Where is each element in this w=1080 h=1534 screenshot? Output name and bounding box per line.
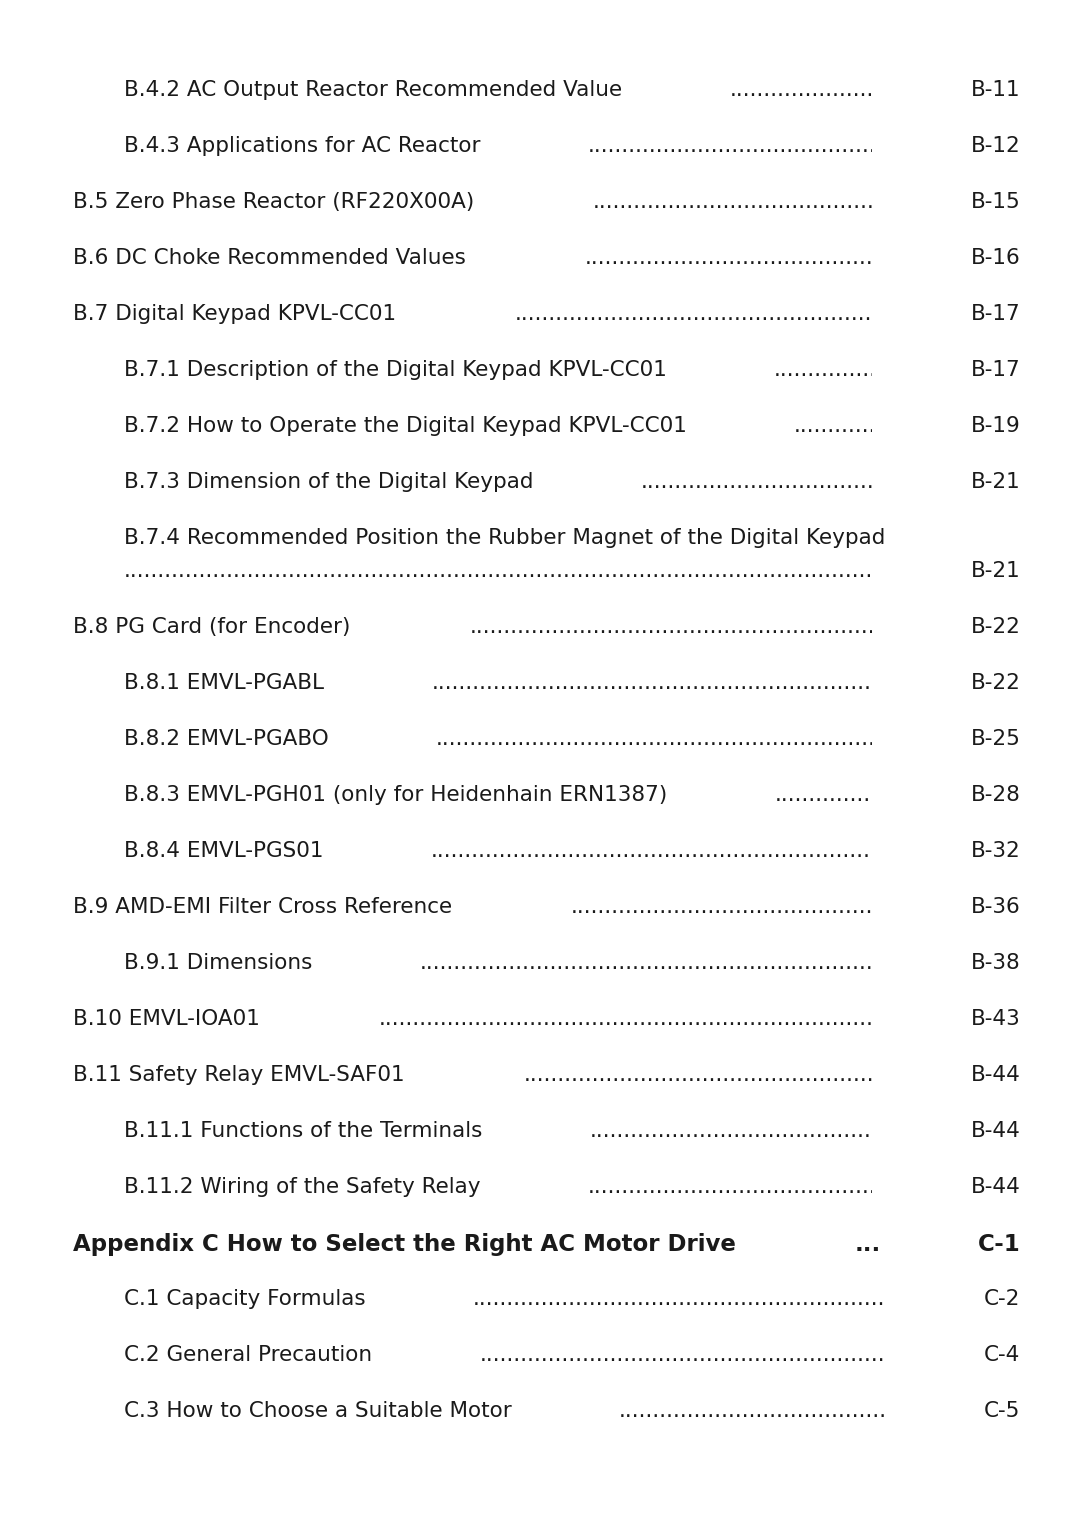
Text: C.1 Capacity Formulas: C.1 Capacity Formulas xyxy=(124,1290,366,1310)
Text: B.7.3 Dimension of the Digital Keypad: B.7.3 Dimension of the Digital Keypad xyxy=(124,472,534,492)
Text: B-38: B-38 xyxy=(971,954,1021,974)
Text: B-32: B-32 xyxy=(971,842,1021,862)
Text: B-21: B-21 xyxy=(971,472,1021,492)
Text: ................................................................................: ........................................… xyxy=(640,472,1080,492)
Text: ................................................................................: ........................................… xyxy=(124,561,1080,581)
Text: ................................................................................: ........................................… xyxy=(431,673,1080,693)
Text: ................................................................................: ........................................… xyxy=(470,618,1080,638)
Text: ................................................................................: ........................................… xyxy=(588,137,1080,156)
Text: B.4.2 AC Output Reactor Recommended Value: B.4.2 AC Output Reactor Recommended Valu… xyxy=(124,80,622,100)
Text: B.4.3 Applications for AC Reactor: B.4.3 Applications for AC Reactor xyxy=(124,137,481,156)
Text: B.7 Digital Keypad KPVL-CC01: B.7 Digital Keypad KPVL-CC01 xyxy=(73,304,396,324)
Text: ................................................................................: ........................................… xyxy=(480,1345,1080,1365)
Text: B-36: B-36 xyxy=(971,897,1021,917)
Text: B-44: B-44 xyxy=(971,1178,1021,1198)
Text: B-15: B-15 xyxy=(971,192,1021,212)
Text: B-19: B-19 xyxy=(971,416,1021,436)
Text: C-5: C-5 xyxy=(984,1402,1021,1422)
Text: B-11: B-11 xyxy=(971,80,1021,100)
Text: B.8 PG Card (for Encoder): B.8 PG Card (for Encoder) xyxy=(73,618,351,638)
Text: ................................................................................: ........................................… xyxy=(794,416,1080,436)
Text: ................................................................................: ........................................… xyxy=(588,1178,1080,1198)
Text: ................................................................................: ........................................… xyxy=(420,954,1080,974)
Text: ................................................................................: ........................................… xyxy=(729,80,1080,100)
Text: ................................................................................: ........................................… xyxy=(619,1402,1080,1422)
Text: B-43: B-43 xyxy=(971,1009,1021,1029)
Text: B-22: B-22 xyxy=(971,618,1021,638)
Text: B.5 Zero Phase Reactor (RF220X00A): B.5 Zero Phase Reactor (RF220X00A) xyxy=(73,192,475,212)
Text: ................................................................................: ........................................… xyxy=(593,192,1080,212)
Text: B.7.1 Description of the Digital Keypad KPVL-CC01: B.7.1 Description of the Digital Keypad … xyxy=(124,360,667,380)
Text: Appendix C How to Select the Right AC Motor Drive: Appendix C How to Select the Right AC Mo… xyxy=(73,1233,737,1256)
Text: ................................................................................: ........................................… xyxy=(379,1009,1080,1029)
Text: ................................................................................: ........................................… xyxy=(515,304,1080,324)
Text: B-44: B-44 xyxy=(971,1066,1021,1086)
Text: B-17: B-17 xyxy=(971,360,1021,380)
Text: B.8.1 EMVL-PGABL: B.8.1 EMVL-PGABL xyxy=(124,673,324,693)
Text: B.11.2 Wiring of the Safety Relay: B.11.2 Wiring of the Safety Relay xyxy=(124,1178,481,1198)
Text: ................................................................................: ........................................… xyxy=(854,1233,1080,1256)
Text: B-12: B-12 xyxy=(971,137,1021,156)
Text: ................................................................................: ........................................… xyxy=(524,1066,1080,1086)
Text: B.10 EMVL-IOA01: B.10 EMVL-IOA01 xyxy=(73,1009,260,1029)
Text: B.8.3 EMVL-PGH01 (only for Heidenhain ERN1387): B.8.3 EMVL-PGH01 (only for Heidenhain ER… xyxy=(124,785,667,805)
Text: B.6 DC Choke Recommended Values: B.6 DC Choke Recommended Values xyxy=(73,247,467,268)
Text: B.8.2 EMVL-PGABO: B.8.2 EMVL-PGABO xyxy=(124,730,329,750)
Text: B-17: B-17 xyxy=(971,304,1021,324)
Text: B-25: B-25 xyxy=(971,730,1021,750)
Text: ................................................................................: ........................................… xyxy=(590,1121,1080,1141)
Text: ................................................................................: ........................................… xyxy=(436,730,1080,750)
Text: ................................................................................: ........................................… xyxy=(584,247,1080,268)
Text: C-4: C-4 xyxy=(984,1345,1021,1365)
Text: ................................................................................: ........................................… xyxy=(774,360,1080,380)
Text: B-28: B-28 xyxy=(971,785,1021,805)
Text: B.11 Safety Relay EMVL-SAF01: B.11 Safety Relay EMVL-SAF01 xyxy=(73,1066,405,1086)
Text: C.3 How to Choose a Suitable Motor: C.3 How to Choose a Suitable Motor xyxy=(124,1402,512,1422)
Text: C-2: C-2 xyxy=(984,1290,1021,1310)
Text: B-21: B-21 xyxy=(971,561,1021,581)
Text: ................................................................................: ........................................… xyxy=(431,842,1080,862)
Text: B.11.1 Functions of the Terminals: B.11.1 Functions of the Terminals xyxy=(124,1121,483,1141)
Text: B.9.1 Dimensions: B.9.1 Dimensions xyxy=(124,954,312,974)
Text: ................................................................................: ........................................… xyxy=(571,897,1080,917)
Text: B-16: B-16 xyxy=(971,247,1021,268)
Text: B.9 AMD-EMI Filter Cross Reference: B.9 AMD-EMI Filter Cross Reference xyxy=(73,897,453,917)
Text: ................................................................................: ........................................… xyxy=(473,1290,1080,1310)
Text: B-44: B-44 xyxy=(971,1121,1021,1141)
Text: B.7.2 How to Operate the Digital Keypad KPVL-CC01: B.7.2 How to Operate the Digital Keypad … xyxy=(124,416,687,436)
Text: C.2 General Precaution: C.2 General Precaution xyxy=(124,1345,373,1365)
Text: B-22: B-22 xyxy=(971,673,1021,693)
Text: C-1: C-1 xyxy=(977,1233,1021,1256)
Text: B.8.4 EMVL-PGS01: B.8.4 EMVL-PGS01 xyxy=(124,842,324,862)
Text: ................................................................................: ........................................… xyxy=(774,785,1080,805)
Text: B.7.4 Recommended Position the Rubber Magnet of the Digital Keypad: B.7.4 Recommended Position the Rubber Ma… xyxy=(124,528,886,548)
